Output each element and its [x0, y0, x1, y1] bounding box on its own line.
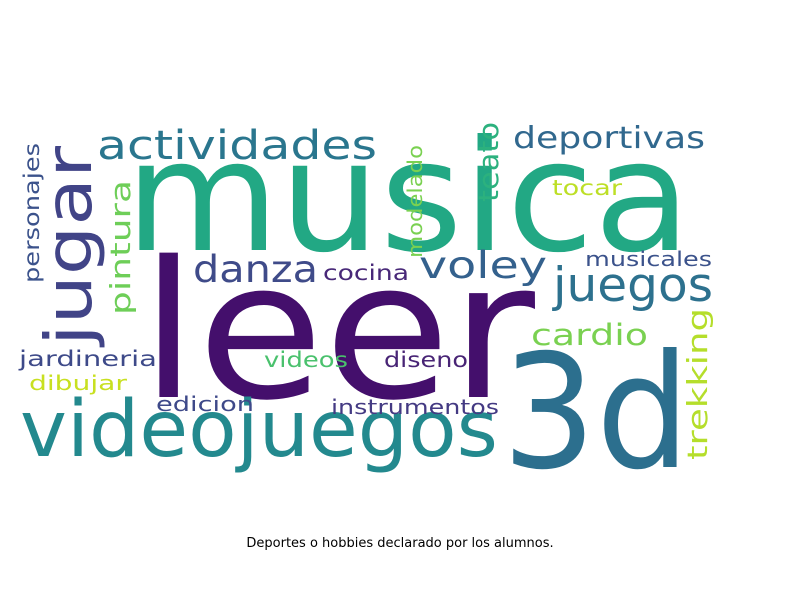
- word-3d: 3d: [502, 321, 690, 505]
- word-instrumentos: instrumentos: [331, 395, 499, 419]
- figure-caption: Deportes o hobbies declarado por los alu…: [246, 536, 554, 551]
- word-musica: musica: [125, 108, 691, 287]
- word-teato: teato: [472, 122, 505, 202]
- word-cloud-words: musica leer 3d videojuegos jugar activid…: [18, 108, 714, 505]
- word-personajes: personajes: [20, 143, 44, 283]
- word-danza: danza: [193, 248, 318, 291]
- word-pintura: pintura: [104, 180, 137, 315]
- word-edicion: edicion: [156, 392, 254, 416]
- word-trekking: trekking: [681, 308, 714, 460]
- word-modelado: modelado: [403, 145, 427, 258]
- word-cardio: cardio: [531, 318, 648, 352]
- word-juegos: juegos: [552, 258, 713, 313]
- word-deportivas: deportivas: [513, 121, 705, 156]
- word-dibujar: dibujar: [29, 371, 128, 395]
- word-videos: videos: [264, 348, 348, 372]
- word-jardineria: jardineria: [18, 347, 157, 371]
- word-cocina: cocina: [323, 261, 409, 285]
- word-actividades: actividades: [97, 123, 377, 169]
- word-leer: leer: [140, 221, 536, 442]
- word-videojuegos: videojuegos: [20, 385, 498, 475]
- word-diseno: diseno: [384, 348, 468, 372]
- word-musicales: musicales: [585, 247, 712, 271]
- word-tocar: tocar: [552, 176, 622, 200]
- word-jugar: jugar: [33, 145, 107, 348]
- word-voley: voley: [419, 244, 547, 287]
